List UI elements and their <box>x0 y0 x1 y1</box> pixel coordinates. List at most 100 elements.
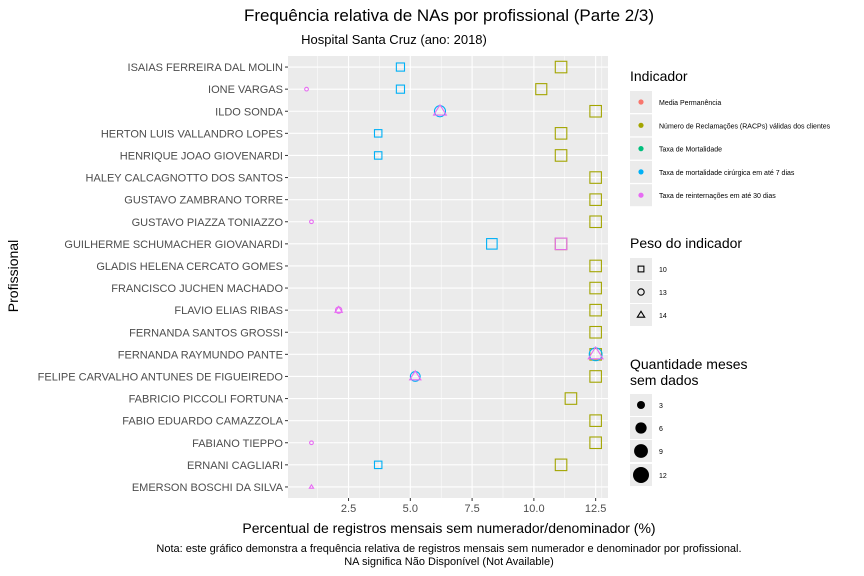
y-tick-label-felipe-carvalho-antunes-de-figueiredo: FELIPE CARVALHO ANTUNES DE FIGUEIREDO <box>38 371 284 383</box>
legend-size-label: 3 <box>659 403 663 410</box>
y-tick-label-guilherme-schumacher-giovanardi: GUILHERME SCHUMACHER GIOVANARDI <box>64 239 283 251</box>
point-numero-de-reclamacoes-racps-va-fernanda-raymundo-pante <box>589 348 602 361</box>
x-tick-label: 2.5 <box>341 503 356 515</box>
y-tick-label-gustavo-piazza-toniazzo: GUSTAVO PIAZZA TONIAZZO <box>132 217 284 229</box>
point-taxa-de-mortalidade-cirurgica--ione-vargas <box>395 84 406 94</box>
x-axis-ticks: 2.5 5.0 7.5 10.0 12.5 <box>341 498 606 515</box>
point-numero-de-reclamacoes-racps-va-gladis-helena-cercato-gomes <box>589 259 602 273</box>
plot-panel <box>288 56 608 498</box>
legend-shape-label: 10 <box>659 267 667 274</box>
point-taxa-de-reinternacoes-em-ate-3-guilherme-schumacher-giovanardi <box>554 237 568 251</box>
y-tick-label-fabiano-tieppo: FABIANO TIEPPO <box>192 438 283 450</box>
point-numero-de-reclamacoes-racps-va-fabio-eduardo-camazzola <box>589 414 602 427</box>
chart-subtitle: Hospital Santa Cruz (ano: 2018) <box>301 32 487 47</box>
legend-size-label: 9 <box>659 449 663 456</box>
y-tick-label-ione-vargas: IONE VARGAS <box>208 84 283 96</box>
legend-size-key <box>637 401 645 409</box>
y-tick-label-isaias-ferreira-dal-molin: ISAIAS FERREIRA DAL MOLIN <box>128 62 284 74</box>
data-points <box>304 60 604 489</box>
legend-size-label: 6 <box>659 426 663 433</box>
point-taxa-de-reinternacoes-em-ate-3-felipe-carvalho-antunes-de-figueiredo <box>408 369 422 381</box>
legend-color-key <box>638 192 644 198</box>
x-tick-label: 10.0 <box>523 503 544 515</box>
legend-size-key <box>634 444 648 458</box>
point-taxa-de-reinternacoes-em-ate-3-fabiano-tieppo <box>309 440 314 446</box>
y-tick-label-gladis-helena-cercato-gomes: GLADIS HELENA CERCATO GOMES <box>96 261 283 273</box>
legend-color-key <box>638 99 644 105</box>
point-numero-de-reclamacoes-racps-va-fabricio-piccoli-fortuna <box>564 392 578 405</box>
legend-size-label: 12 <box>659 473 667 480</box>
legend-shape-label: 14 <box>659 313 667 320</box>
legend-color-key <box>638 122 644 128</box>
point-numero-de-reclamacoes-racps-va-herton-luis-vallandro-lopes <box>554 127 568 140</box>
chart-title: Frequência relativa de NAs por profissio… <box>244 6 654 25</box>
legend-color-label-taxa-de-reinternacoes-em-ate-3: Taxa de reinternações em até 30 dias <box>659 193 776 200</box>
point-taxa-de-reinternacoes-em-ate-3-emerson-boschi-da-silva <box>308 483 315 489</box>
point-taxa-de-reinternacoes-em-ate-3-ildo-sonda <box>432 103 448 116</box>
point-numero-de-reclamacoes-racps-va-gustavo-piazza-toniazzo <box>589 215 602 229</box>
y-tick-label-flavio-elias-ribas: FLAVIO ELIAS RIBAS <box>174 305 283 317</box>
y-tick-label-fernanda-raymundo-pante: FERNANDA RAYMUNDO PANTE <box>118 349 283 361</box>
y-tick-label-ildo-sonda: ILDO SONDA <box>215 106 284 118</box>
legend-key-bg <box>630 281 652 303</box>
point-numero-de-reclamacoes-racps-va-felipe-carvalho-antunes-de-figueiredo <box>589 370 602 383</box>
y-tick-label-herton-luis-vallandro-lopes: HERTON LUIS VALLANDRO LOPES <box>101 128 283 140</box>
y-tick-label-fernanda-santos-grossi: FERNANDA SANTOS GROSSI <box>129 327 283 339</box>
point-taxa-de-mortalidade-cirurgica--ernani-cagliari <box>373 460 383 470</box>
point-taxa-de-mortalidade-cirurgica--herton-luis-vallandro-lopes <box>373 129 383 138</box>
point-taxa-de-mortalidade-cirurgica--guilherme-schumacher-giovanardi <box>486 238 498 250</box>
legend-size-key <box>633 467 649 483</box>
point-taxa-de-reinternacoes-em-ate-3-fernanda-raymundo-pante <box>587 345 604 360</box>
x-tick-label: 5.0 <box>403 503 418 515</box>
legend-color-label-taxa-de-mortalidade-cirurgica-: Taxa de mortalidade cirúrgica em até 7 d… <box>659 170 795 177</box>
y-tick-label-ernani-cagliari: ERNANI CAGLIARI <box>187 460 283 472</box>
x-tick-label: 7.5 <box>464 503 479 515</box>
point-numero-de-reclamacoes-racps-va-ildo-sonda <box>589 104 602 118</box>
point-numero-de-reclamacoes-racps-va-isaias-ferreira-dal-molin <box>554 60 568 74</box>
legend-size-key <box>635 422 647 434</box>
legend-color-title: Indicador <box>630 68 688 84</box>
legend-shape-key-triangle <box>636 310 646 318</box>
point-taxa-de-reinternacoes-em-ate-3-flavio-elias-ribas <box>333 305 344 313</box>
point-numero-de-reclamacoes-racps-va-flavio-elias-ribas <box>589 303 602 317</box>
y-tick-label-fabricio-piccoli-fortuna: FABRICIO PICCOLI FORTUNA <box>129 394 284 406</box>
point-numero-de-reclamacoes-racps-va-ione-vargas <box>535 83 548 96</box>
legend-size-title-line: Quantidade meses <box>630 356 748 372</box>
y-axis-label: Profissional <box>5 240 21 312</box>
point-numero-de-reclamacoes-racps-va-gustavo-zambrano-torre <box>589 193 602 206</box>
point-numero-de-reclamacoes-racps-va-francisco-juchen-machado <box>589 281 602 295</box>
y-tick-label-gustavo-zambrano-torre: GUSTAVO ZAMBRANO TORRE <box>124 195 283 207</box>
y-tick-label-emerson-boschi-da-silva: EMERSON BOSCHI DA SILVA <box>132 482 284 494</box>
point-taxa-de-mortalidade-cirurgica--henrique-joao-giovenardi <box>373 151 383 160</box>
legend-shape-title: Peso do indicador <box>630 235 742 251</box>
y-tick-label-haley-calcagnotto-dos-santos: HALEY CALCAGNOTTO DOS SANTOS <box>86 173 283 185</box>
y-tick-label-henrique-joao-giovenardi: HENRIQUE JOAO GIOVENARDI <box>120 150 283 162</box>
y-tick-label-fabio-eduardo-camazzola: FABIO EDUARDO CAMAZZOLA <box>122 416 283 428</box>
legend-key-bg <box>630 304 652 326</box>
legend: Indicador Media Permanência Número de Recl… <box>630 68 831 486</box>
point-taxa-de-reinternacoes-em-ate-3-gustavo-piazza-toniazzo <box>309 219 314 225</box>
legend-size-title-line: sem dados <box>630 372 698 388</box>
point-numero-de-reclamacoes-racps-va-henrique-joao-giovenardi <box>554 149 568 162</box>
point-taxa-de-reinternacoes-em-ate-3-ione-vargas <box>304 86 309 92</box>
point-numero-de-reclamacoes-racps-va-haley-calcagnotto-dos-santos <box>589 171 602 184</box>
legend-key-bg <box>630 258 652 280</box>
y-axis-ticks: ISAIAS FERREIRA DAL MOLIN IONE VARGAS ILDO… <box>38 62 288 494</box>
gridlines <box>288 56 608 498</box>
legend-shape-label: 13 <box>659 290 667 297</box>
legend-color-key <box>638 169 644 175</box>
point-numero-de-reclamacoes-racps-va-fernanda-santos-grossi <box>589 325 602 339</box>
legend-shape-key-circle <box>637 288 645 296</box>
legend-shape-key-square <box>637 265 645 273</box>
y-tick-label-francisco-juchen-machado: FRANCISCO JUCHEN MACHADO <box>111 283 283 295</box>
legend-color-label-media-permanencia: Media Permanência <box>659 100 721 107</box>
point-numero-de-reclamacoes-racps-va-fabiano-tieppo <box>589 436 602 450</box>
point-numero-de-reclamacoes-racps-va-ernani-cagliari <box>554 458 568 472</box>
caption-line-2: NA significa Não Disponível (Not Availab… <box>344 556 554 568</box>
legend-color-label-numero-de-reclamacoes-racps-va: Número de Reclamações (RACPs) válidas do… <box>659 123 831 130</box>
point-taxa-de-mortalidade-cirurgica--isaias-ferreira-dal-molin <box>395 62 406 72</box>
caption-line-1: Nota: este gráfico demonstra a frequênci… <box>156 543 741 555</box>
x-tick-label: 12.5 <box>585 503 606 515</box>
x-axis-label: Percentual de registros mensais sem nume… <box>242 520 655 536</box>
